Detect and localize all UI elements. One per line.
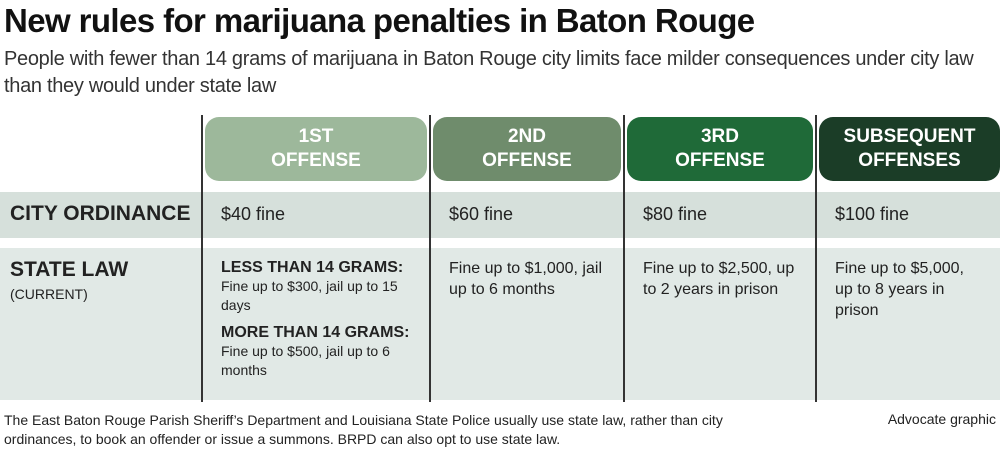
column-header: 3RD OFFENSE [627, 117, 813, 181]
cell-section: LESS THAN 14 GRAMS: Fine up to $300, jail… [221, 258, 413, 315]
cell-heading: LESS THAN 14 GRAMS: [221, 259, 404, 276]
credit: Advocate graphic [887, 411, 996, 427]
cell: $40 fine [221, 204, 286, 224]
column-divider [815, 115, 817, 402]
column-divider [201, 115, 203, 402]
cell-text: Fine up to $300, jail up to 15 days [221, 278, 398, 313]
column-header-line: OFFENSE [482, 150, 572, 171]
column-header-line: SUBSEQUENT [843, 126, 976, 147]
cell: $60 fine [449, 204, 514, 224]
row-background [0, 192, 1000, 238]
footnote: The East Baton Rouge Parish Sheriff’s De… [4, 412, 723, 447]
cell: Fine up to $1,000, jail up to 6 months [449, 260, 602, 298]
column-header: 1ST OFFENSE [205, 117, 427, 181]
column-header-line: OFFENSES [858, 150, 961, 171]
column-header-line: 1ST [298, 126, 334, 147]
cell-heading: MORE THAN 14 GRAMS: [221, 324, 410, 341]
row-sublabel: (CURRENT) [10, 286, 88, 302]
column-header-line: 3RD [700, 126, 739, 147]
cell: Fine up to $2,500, up to 2 years in pris… [643, 260, 795, 298]
column-header-line: 2ND [507, 126, 546, 147]
cell-text: Fine up to $500, jail up to 6 months [221, 343, 390, 378]
row-background [0, 248, 1000, 400]
row-label: CITY ORDINANCE [10, 202, 191, 225]
cell: $80 fine [643, 204, 708, 224]
subtitle: People with fewer than 14 grams of marij… [4, 48, 974, 97]
column-divider [429, 115, 431, 402]
row-label: STATE LAW [10, 258, 129, 281]
title: New rules for marijuana penalties in Bat… [4, 2, 755, 39]
column-divider [623, 115, 625, 402]
column-header: SUBSEQUENT OFFENSES [819, 117, 1000, 181]
cell: LESS THAN 14 GRAMS: Fine up to $300, jail… [221, 258, 413, 388]
column-header-line: OFFENSE [271, 150, 361, 171]
column-header-line: OFFENSE [675, 150, 765, 171]
cell: Fine up to $5,000, up to 8 years in pris… [835, 260, 964, 319]
cell: $100 fine [835, 204, 910, 224]
column-header: 2ND OFFENSE [433, 117, 621, 181]
cell-section: MORE THAN 14 GRAMS: Fine up to $500, jail… [221, 323, 413, 380]
